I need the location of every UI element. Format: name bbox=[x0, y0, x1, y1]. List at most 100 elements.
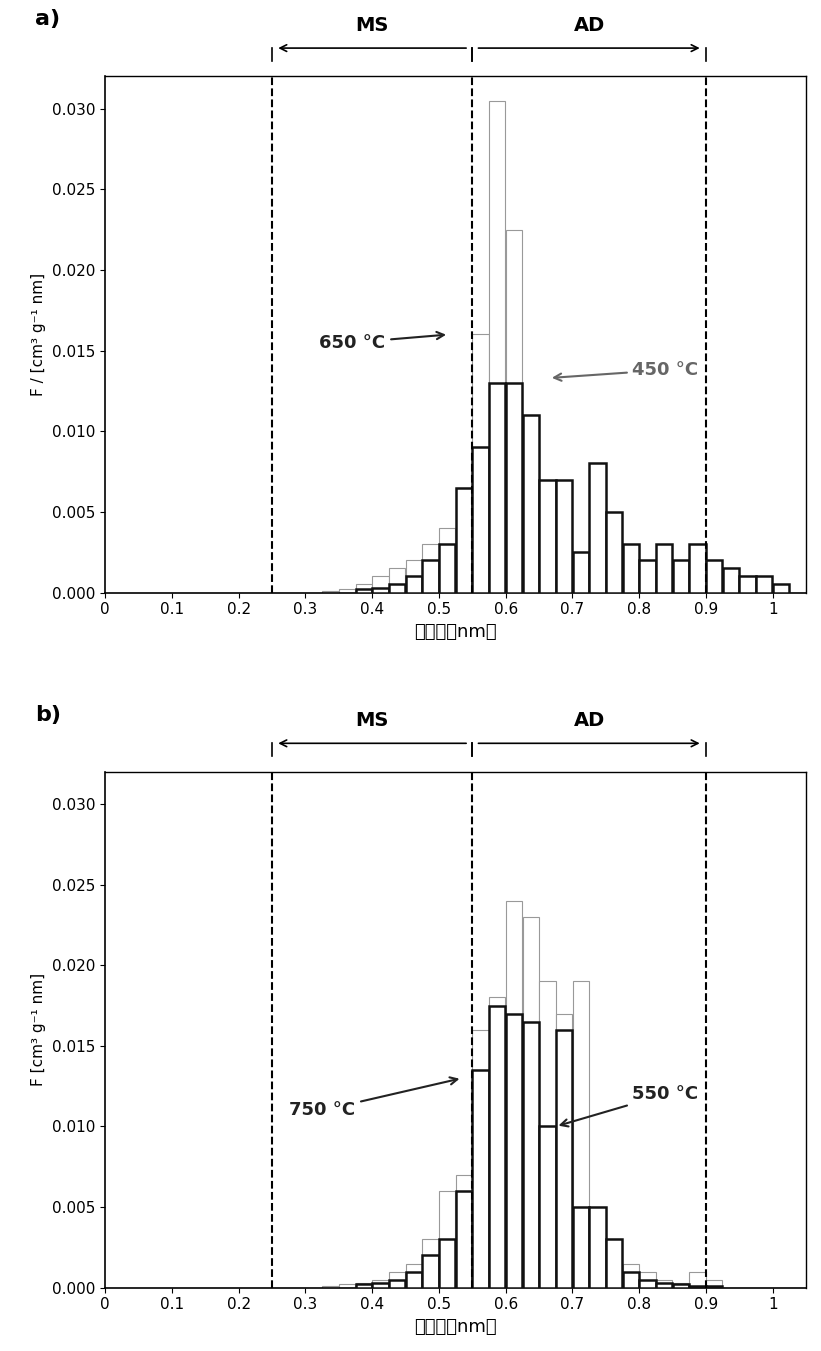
Bar bbox=[572, 561, 589, 593]
Bar bbox=[740, 577, 756, 593]
Y-axis label: F / [cm³ g⁻¹ nm]: F / [cm³ g⁻¹ nm] bbox=[31, 273, 47, 396]
Bar bbox=[456, 1175, 472, 1288]
Bar bbox=[373, 1279, 388, 1288]
Bar bbox=[439, 1192, 456, 1288]
Bar bbox=[355, 585, 372, 593]
Bar bbox=[606, 512, 622, 593]
Bar bbox=[355, 589, 372, 593]
Bar bbox=[489, 101, 506, 593]
Bar bbox=[672, 1283, 689, 1288]
Bar bbox=[339, 589, 355, 593]
Bar bbox=[406, 1271, 422, 1288]
Text: 750 °C: 750 °C bbox=[289, 1077, 457, 1120]
Bar bbox=[622, 1263, 639, 1288]
Bar bbox=[422, 561, 438, 593]
Bar bbox=[656, 577, 672, 593]
Bar bbox=[323, 590, 338, 593]
Bar bbox=[323, 1286, 338, 1288]
Text: b): b) bbox=[35, 705, 61, 724]
Bar bbox=[572, 553, 589, 593]
Bar bbox=[472, 447, 488, 593]
Bar bbox=[506, 230, 522, 593]
Bar bbox=[456, 488, 472, 593]
Bar bbox=[422, 1239, 438, 1288]
Bar bbox=[456, 1192, 472, 1288]
Bar bbox=[373, 1283, 388, 1288]
Bar bbox=[522, 447, 539, 593]
Bar bbox=[773, 585, 789, 593]
Bar bbox=[506, 1013, 522, 1288]
Bar bbox=[706, 1279, 722, 1288]
Bar bbox=[439, 1239, 456, 1288]
Bar bbox=[539, 528, 556, 593]
Bar bbox=[756, 585, 773, 593]
Bar bbox=[706, 585, 722, 593]
Bar bbox=[489, 997, 506, 1288]
X-axis label: 孔宽度［nm］: 孔宽度［nm］ bbox=[415, 1319, 497, 1336]
Bar bbox=[522, 917, 539, 1288]
Bar bbox=[389, 585, 406, 593]
Bar bbox=[606, 577, 622, 593]
Bar bbox=[373, 588, 388, 593]
Bar bbox=[506, 901, 522, 1288]
Text: a): a) bbox=[35, 9, 60, 30]
Bar bbox=[690, 1286, 706, 1288]
Bar bbox=[522, 1021, 539, 1288]
Bar bbox=[640, 561, 656, 593]
Bar bbox=[539, 981, 556, 1288]
Bar bbox=[422, 1255, 438, 1288]
Bar bbox=[539, 1127, 556, 1288]
Bar bbox=[506, 382, 522, 593]
Text: 650 °C: 650 °C bbox=[319, 332, 444, 351]
Bar bbox=[690, 1271, 706, 1288]
Bar bbox=[672, 577, 689, 593]
Bar bbox=[589, 1206, 606, 1288]
Bar bbox=[656, 544, 672, 593]
Bar bbox=[439, 544, 456, 593]
Bar bbox=[556, 1013, 572, 1288]
Bar bbox=[556, 480, 572, 593]
Bar bbox=[722, 577, 739, 593]
X-axis label: 孔宽度［nm］: 孔宽度［nm］ bbox=[415, 623, 497, 640]
Text: 550 °C: 550 °C bbox=[561, 1085, 699, 1127]
Bar bbox=[622, 1271, 639, 1288]
Text: MS: MS bbox=[355, 16, 389, 35]
Bar bbox=[355, 1283, 372, 1288]
Bar bbox=[472, 1029, 488, 1288]
Bar bbox=[672, 1285, 689, 1288]
Bar bbox=[456, 488, 472, 593]
Bar bbox=[539, 480, 556, 593]
Bar bbox=[656, 1283, 672, 1288]
Bar bbox=[706, 1286, 722, 1288]
Bar bbox=[640, 585, 656, 593]
Bar bbox=[389, 1279, 406, 1288]
Bar bbox=[422, 544, 438, 593]
Bar bbox=[355, 1285, 372, 1288]
Text: AD: AD bbox=[573, 16, 605, 35]
Bar bbox=[389, 1271, 406, 1288]
Bar bbox=[572, 1206, 589, 1288]
Bar bbox=[706, 561, 722, 593]
Bar bbox=[389, 569, 406, 593]
Bar bbox=[589, 561, 606, 593]
Bar bbox=[640, 1271, 656, 1288]
Bar bbox=[406, 1263, 422, 1288]
Bar bbox=[589, 1206, 606, 1288]
Bar bbox=[339, 1285, 355, 1288]
Bar bbox=[606, 1239, 622, 1288]
Bar bbox=[690, 544, 706, 593]
Bar bbox=[756, 577, 773, 593]
Bar bbox=[740, 577, 756, 593]
Text: 450 °C: 450 °C bbox=[554, 361, 699, 381]
Bar bbox=[622, 544, 639, 593]
Bar bbox=[406, 577, 422, 593]
Bar bbox=[489, 382, 506, 593]
Bar bbox=[472, 1070, 488, 1288]
Bar bbox=[406, 561, 422, 593]
Bar bbox=[722, 569, 739, 593]
Bar bbox=[622, 577, 639, 593]
Text: AD: AD bbox=[573, 712, 605, 731]
Bar bbox=[439, 528, 456, 593]
Bar bbox=[589, 463, 606, 593]
Bar bbox=[489, 1005, 506, 1288]
